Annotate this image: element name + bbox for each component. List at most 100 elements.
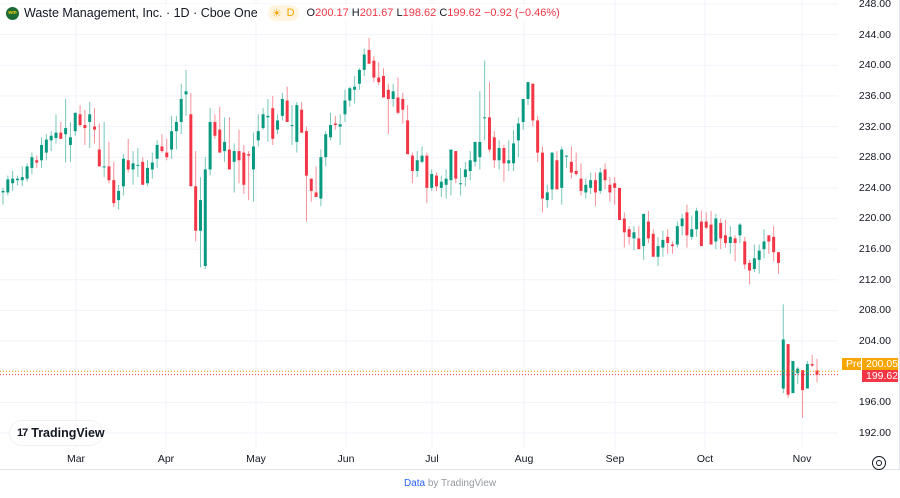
change-value: −0.92 (−0.46%) <box>483 7 560 19</box>
last-price: 199.62 <box>866 370 899 382</box>
candle <box>203 157 207 270</box>
candle <box>170 115 174 159</box>
candle <box>377 62 381 86</box>
candle <box>526 82 530 106</box>
candle <box>603 163 607 190</box>
candle <box>68 121 72 162</box>
premarket-price: 200.05 <box>866 358 899 370</box>
candle <box>468 151 472 181</box>
open-value: 200.17 <box>315 7 349 19</box>
candle <box>430 169 434 191</box>
candle <box>73 112 77 136</box>
candle <box>415 151 419 178</box>
candle <box>25 163 29 182</box>
candle <box>560 146 564 205</box>
candle <box>767 235 771 254</box>
candle <box>743 236 747 270</box>
time-axis[interactable]: Mar Apr May Jun Jul Aug Sep Oct Nov <box>0 448 838 470</box>
candle <box>266 98 270 142</box>
price-tick-label: 232.00 <box>858 120 891 133</box>
candle <box>6 175 10 196</box>
candle <box>796 367 800 384</box>
premarket-price-tag: 200.05 <box>862 358 898 370</box>
candle <box>271 95 275 145</box>
month-tick-label: Sep <box>605 453 625 465</box>
candle <box>459 167 463 196</box>
candle <box>579 163 583 196</box>
candle <box>78 105 82 127</box>
candle <box>35 155 39 168</box>
chart-settings-icon[interactable] <box>872 456 886 470</box>
market-session-badge[interactable]: ☀ D <box>267 5 299 21</box>
candle <box>483 60 487 141</box>
session-badge-label: D <box>286 7 295 19</box>
candle <box>15 175 19 186</box>
month-tick-label: Aug <box>514 453 534 465</box>
candle <box>536 115 540 162</box>
last-price-tag: 199.62 <box>862 370 898 382</box>
candle <box>333 115 337 130</box>
candle <box>574 152 578 176</box>
candle <box>343 89 347 122</box>
candle <box>290 105 294 145</box>
symbol-name[interactable]: Waste Management, Inc. <box>24 6 163 20</box>
candle <box>521 98 525 130</box>
candle <box>367 37 371 64</box>
candle <box>497 140 501 170</box>
candle <box>748 259 752 285</box>
candle <box>295 102 299 153</box>
footer-attribution: Data by TradingView <box>0 478 900 489</box>
price-tick-label: 228.00 <box>858 151 891 164</box>
price-tick-label: 196.00 <box>858 396 891 409</box>
candle <box>386 83 390 135</box>
candle <box>396 77 400 115</box>
exchange-label: Cboe One <box>200 6 258 20</box>
candle <box>565 155 569 168</box>
candle <box>247 151 251 201</box>
price-tick-label: 220.00 <box>858 212 891 225</box>
candle <box>406 105 410 155</box>
separator-dot: · <box>162 6 174 20</box>
candle <box>815 358 819 383</box>
price-tick-label: 216.00 <box>858 243 891 256</box>
low-label: L <box>396 7 403 19</box>
candle <box>64 98 68 163</box>
candle <box>362 48 366 77</box>
candle <box>772 226 776 262</box>
candle <box>637 226 641 250</box>
candle <box>454 151 458 184</box>
data-link[interactable]: Data <box>403 478 426 489</box>
candle <box>179 83 183 135</box>
candle <box>107 141 111 184</box>
price-tick-label: 240.00 <box>858 59 891 72</box>
candle <box>646 210 650 243</box>
candle <box>93 108 97 144</box>
price-chart-plot[interactable] <box>0 0 838 448</box>
candle <box>44 134 48 161</box>
tradingview-mark-icon: 17 <box>17 427 28 439</box>
candle <box>598 167 602 194</box>
candle <box>608 177 612 202</box>
candle <box>401 92 405 124</box>
candle <box>801 370 805 418</box>
candle <box>97 123 101 167</box>
tradingview-logo[interactable]: 17 TradingView <box>10 421 105 445</box>
candle <box>439 175 443 198</box>
month-tick-label: Apr <box>157 453 175 465</box>
candle <box>478 91 482 170</box>
candle <box>155 140 159 168</box>
interval-label[interactable]: 1D <box>173 6 190 20</box>
close-label: C <box>439 7 448 19</box>
candle <box>791 360 795 394</box>
candle <box>150 152 154 179</box>
price-axis[interactable]: 248.00 244.00 240.00 236.00 232.00 228.00 224.… <box>838 0 900 448</box>
candle <box>738 223 742 243</box>
candle <box>329 112 333 141</box>
low-value: 198.62 <box>402 7 437 19</box>
candle <box>261 108 265 130</box>
candle <box>728 226 732 254</box>
candle <box>160 134 164 153</box>
candle <box>1 187 5 205</box>
candle <box>174 115 178 150</box>
candle <box>102 121 106 178</box>
